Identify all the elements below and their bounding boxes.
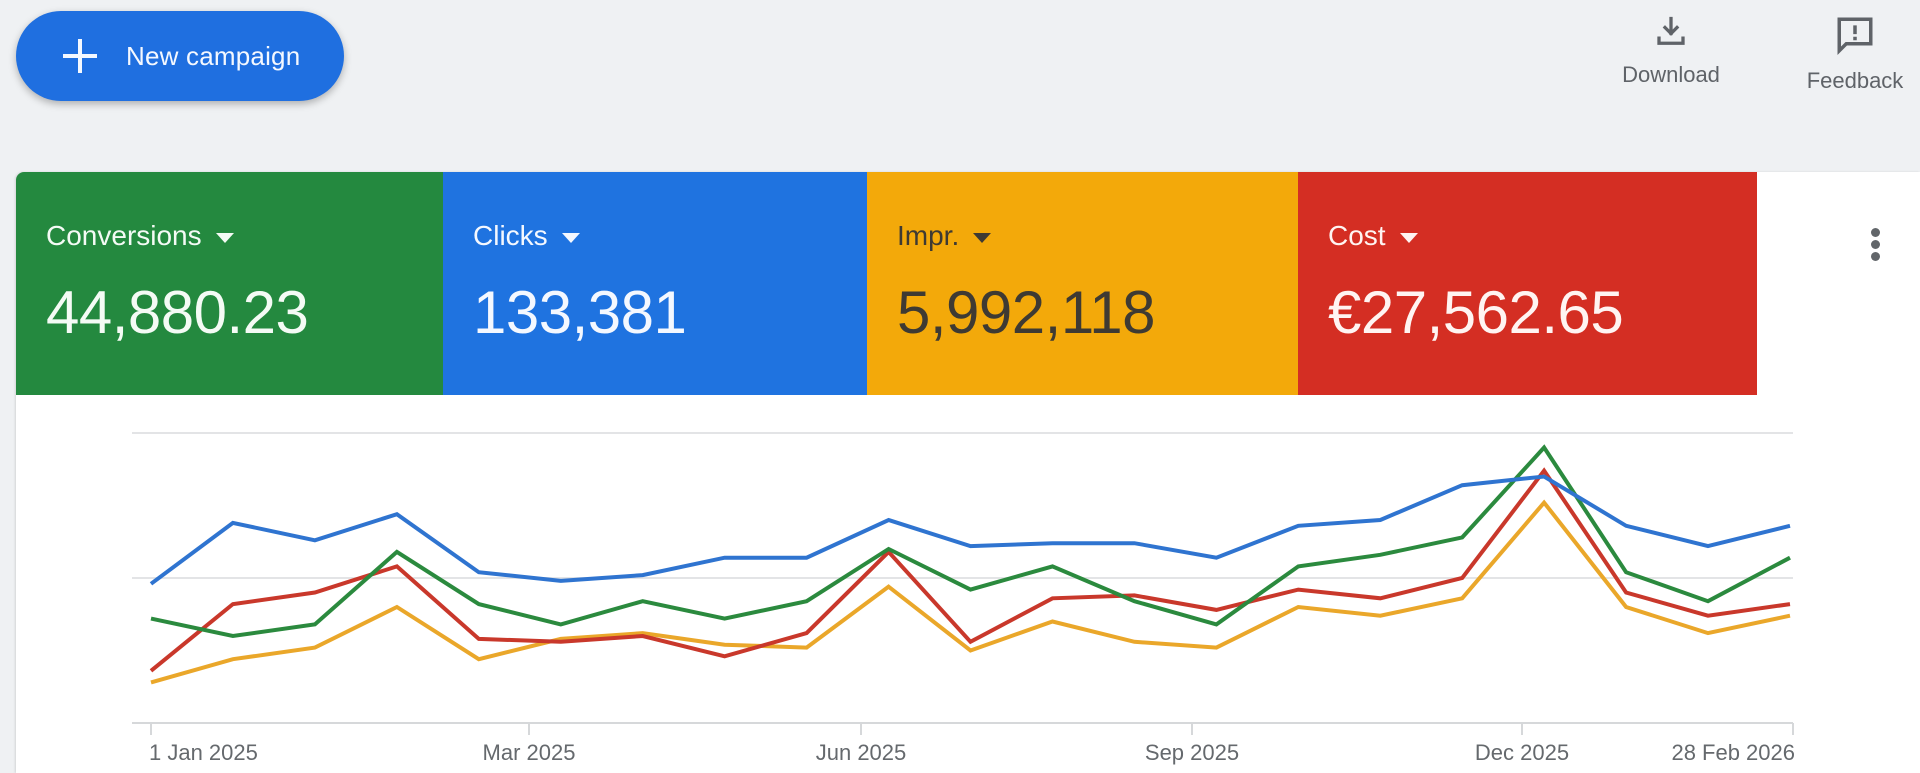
- plus-icon: [63, 39, 97, 73]
- x-tick-label: 28 Feb 2026: [1671, 740, 1795, 765]
- dropdown-caret-icon: [973, 232, 992, 243]
- metric-card-clicks[interactable]: Clicks 133,381: [443, 172, 867, 395]
- metric-card-cost[interactable]: Cost €27,562.65: [1298, 172, 1757, 395]
- metric-value: 5,992,118: [897, 279, 1155, 346]
- x-tick-label: Sep 2025: [1144, 740, 1240, 765]
- metric-value: 44,880.23: [46, 279, 309, 346]
- feedback-label: Feedback: [1806, 68, 1904, 93]
- series-line-cost[interactable]: [149, 467, 1791, 673]
- more-options-button[interactable]: [1858, 224, 1894, 268]
- metric-selector-impressions[interactable]: Impr.: [897, 220, 992, 252]
- download-icon: [1657, 16, 1685, 45]
- metric-value: €27,562.65: [1328, 279, 1624, 346]
- x-tick-label: 1 Jan 2025: [149, 740, 258, 765]
- metric-card-impressions[interactable]: Impr. 5,992,118: [867, 172, 1298, 395]
- x-tick-label: Jun 2025: [815, 740, 907, 765]
- metric-card-conversions[interactable]: Conversions 44,880.23: [16, 172, 443, 395]
- x-tick-label: Dec 2025: [1474, 740, 1570, 765]
- metric-selector-clicks[interactable]: Clicks: [473, 220, 580, 252]
- download-button[interactable]: Download: [1616, 14, 1726, 88]
- metric-value: 133,381: [473, 279, 687, 346]
- metric-label: Conversions: [46, 220, 202, 251]
- series-line-clicks[interactable]: [149, 474, 1791, 586]
- dropdown-caret-icon: [1399, 232, 1418, 243]
- download-label: Download: [1622, 62, 1720, 87]
- feedback-icon: [1837, 17, 1873, 55]
- x-tick-label: Mar 2025: [482, 740, 576, 765]
- performance-card: Conversions 44,880.23 Clicks 133,381 Imp…: [16, 172, 1920, 773]
- series-line-conversions[interactable]: [150, 444, 1791, 639]
- metric-label: Clicks: [473, 220, 548, 251]
- new-campaign-label: New campaign: [126, 40, 301, 71]
- series-line-impr[interactable]: [150, 499, 1791, 685]
- more-vert-icon-dot: [1871, 240, 1880, 249]
- feedback-button[interactable]: Feedback: [1798, 14, 1912, 94]
- more-vert-icon-dot: [1871, 252, 1880, 261]
- metric-label: Impr.: [897, 220, 960, 251]
- dropdown-caret-icon: [215, 232, 234, 243]
- metric-scorecards: Conversions 44,880.23 Clicks 133,381 Imp…: [16, 172, 1757, 395]
- more-vert-icon: [1871, 228, 1880, 237]
- metric-selector-cost[interactable]: Cost: [1328, 220, 1418, 252]
- dropdown-caret-icon: [561, 232, 580, 243]
- top-toolbar: New campaign Download Feedback: [0, 0, 1920, 150]
- metric-selector-conversions[interactable]: Conversions: [46, 220, 234, 252]
- metric-label: Cost: [1328, 220, 1386, 251]
- new-campaign-button[interactable]: New campaign: [16, 11, 344, 101]
